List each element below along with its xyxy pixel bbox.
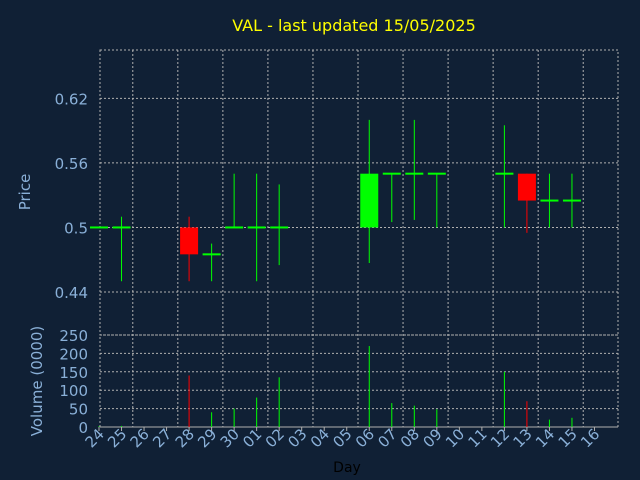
- day-tick-label: 16: [577, 425, 603, 451]
- volume-tick-label: 250: [59, 327, 88, 345]
- candle-body: [427, 172, 446, 175]
- candle-body: [202, 253, 221, 256]
- candle-body: [405, 172, 424, 175]
- price-tick-label: 0.62: [55, 90, 88, 108]
- candle-body: [360, 173, 379, 228]
- price-plot-frame: [99, 49, 619, 336]
- volume-tick-label: 100: [59, 382, 88, 400]
- candle-body: [382, 172, 401, 175]
- volume-tick-label: 0: [78, 419, 88, 437]
- price-tick-label: 0.5: [64, 219, 88, 237]
- day-axis-label: Day: [333, 460, 361, 476]
- price-panel: 0.44 0.5 0.56 0.62: [55, 49, 619, 427]
- candle-body: [90, 226, 108, 229]
- volume-tick-label: 200: [59, 345, 88, 363]
- price-tick-label: 0.44: [55, 284, 88, 302]
- candle-body: [495, 172, 514, 175]
- volume-tick-label: 50: [69, 401, 88, 419]
- candle-body: [225, 226, 244, 229]
- volume-plot-frame: [99, 334, 619, 428]
- price-tick-label: 0.56: [55, 155, 88, 173]
- candle-body: [247, 226, 266, 229]
- chart-title: VAL - last updated 15/05/2025: [232, 16, 476, 35]
- candle-body: [562, 199, 581, 202]
- day-tick-labels: 2425262728293001020304050607080910111213…: [82, 425, 604, 451]
- candle-body: [517, 173, 536, 201]
- candle-body: [180, 227, 199, 255]
- candle-body: [540, 199, 559, 202]
- candle-body: [112, 226, 131, 229]
- candle-body: [270, 226, 289, 229]
- price-axis-label: Price: [16, 174, 34, 211]
- volume-tick-label: 150: [59, 364, 88, 382]
- volume-axis-label: Volume (0000): [28, 326, 46, 436]
